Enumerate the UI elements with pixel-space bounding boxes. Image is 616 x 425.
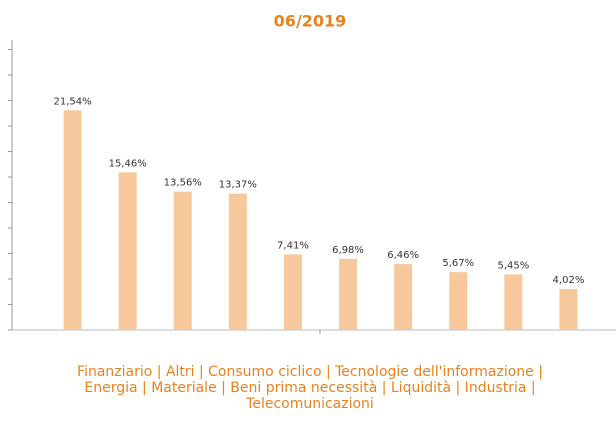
- value-label: 7,41%: [277, 240, 309, 251]
- value-label: 6,46%: [387, 250, 419, 261]
- value-label: 4,02%: [553, 275, 585, 286]
- value-label: 15,46%: [109, 158, 147, 169]
- bar: [559, 288, 578, 330]
- bar: [449, 272, 468, 330]
- bar: [228, 193, 247, 330]
- value-label: 6,98%: [332, 245, 364, 256]
- value-label: 13,37%: [219, 180, 257, 191]
- value-label: 13,56%: [164, 178, 202, 189]
- bar: [63, 110, 82, 331]
- bar: [394, 264, 413, 330]
- bar: [504, 274, 523, 330]
- bar: [339, 258, 358, 330]
- chart: 06/2019 21,54% 15,46% 13,56% 13,37% 7,41% 6,9…: [8, 12, 616, 334]
- value-label: 21,54%: [53, 96, 91, 107]
- bar: [118, 172, 137, 330]
- bar: [173, 191, 192, 330]
- bar: [283, 254, 302, 330]
- value-label: 5,45%: [497, 260, 529, 271]
- caption: Finanziario | Altri | Consumo ciclico | …: [77, 364, 543, 412]
- chart-title: 06/2019: [274, 12, 347, 31]
- value-label: 5,67%: [442, 258, 474, 269]
